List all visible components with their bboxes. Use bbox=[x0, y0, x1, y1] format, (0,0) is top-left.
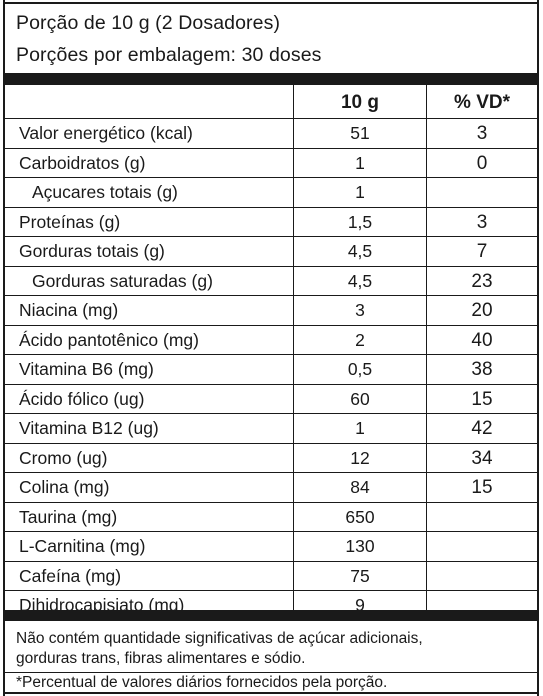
nutrient-quantity: 9 bbox=[355, 595, 365, 615]
row-divider bbox=[5, 531, 537, 532]
nutrient-quantity: 650 bbox=[345, 506, 375, 527]
nutrient-quantity: 1,5 bbox=[347, 211, 373, 232]
nutrient-quantity: 1 bbox=[355, 152, 365, 173]
nutrient-daily-value: 42 bbox=[471, 418, 493, 439]
nutrient-daily-value: 7 bbox=[476, 241, 488, 262]
nutrient-quantity: 75 bbox=[350, 565, 370, 586]
nutrient-name: Cromo (ug) bbox=[19, 447, 108, 468]
footnote-daily-values: *Percentual de valores diários fornecido… bbox=[16, 674, 388, 691]
nutrient-name: Vitamina B6 (mg) bbox=[19, 359, 154, 379]
nutrient-name: Vitamina B12 (ug) bbox=[19, 418, 159, 438]
row-divider bbox=[5, 383, 537, 385]
footnote-not-significant: Não contém quantidade significativas de … bbox=[16, 630, 423, 647]
label-border-bottom bbox=[3, 692, 539, 694]
row-divider bbox=[5, 236, 537, 237]
nutrient-daily-value: 38 bbox=[471, 359, 493, 380]
nutrient-name: Colina (mg) bbox=[19, 477, 110, 497]
nutrient-name: Gorduras saturadas (g) bbox=[32, 270, 213, 291]
row-divider bbox=[5, 472, 537, 473]
nutrient-name: Açucares totais (g) bbox=[32, 182, 178, 202]
nutrient-daily-value: 3 bbox=[476, 211, 488, 233]
row-divider bbox=[5, 295, 537, 296]
serving-size: Porção de 10 g (2 Dosadores) bbox=[16, 12, 281, 34]
nutrient-quantity: 0,5 bbox=[347, 359, 373, 379]
header-quantity: 10 g bbox=[340, 92, 380, 113]
nutrient-name: Ácido pantotênico (mg) bbox=[19, 329, 199, 350]
nutrient-quantity: 12 bbox=[350, 447, 370, 468]
nutrient-daily-value bbox=[427, 178, 537, 207]
servings-per-package: Porções por embalagem: 30 doses bbox=[16, 44, 322, 66]
row-divider bbox=[5, 118, 537, 119]
nutrient-quantity: 51 bbox=[350, 123, 370, 143]
nutrient-name: L-Carnitina (mg) bbox=[19, 536, 146, 556]
column-divider-quantity bbox=[293, 85, 294, 610]
nutrient-daily-value bbox=[427, 562, 537, 591]
nutrient-name: Carboidratos (g) bbox=[19, 152, 146, 173]
nutrient-name: Valor energético (kcal) bbox=[19, 123, 193, 143]
nutrient-name: Gorduras totais (g) bbox=[19, 241, 165, 261]
nutrient-daily-value bbox=[427, 503, 537, 532]
nutrient-daily-value: 20 bbox=[471, 300, 493, 321]
nutrient-daily-value: 23 bbox=[471, 270, 493, 292]
nutrient-daily-value: 15 bbox=[471, 477, 493, 498]
nutrient-name: Taurina (mg) bbox=[19, 506, 118, 527]
row-divider bbox=[5, 177, 537, 178]
nutrient-quantity: 1 bbox=[355, 418, 365, 438]
row-divider bbox=[5, 413, 537, 414]
nutrient-daily-value bbox=[427, 532, 537, 561]
nutrient-daily-value: 3 bbox=[476, 123, 488, 144]
row-divider bbox=[5, 354, 537, 355]
label-border-right bbox=[537, 0, 539, 696]
nutrient-quantity: 4,5 bbox=[347, 270, 373, 291]
row-divider bbox=[5, 265, 537, 267]
row-divider bbox=[5, 590, 537, 591]
nutrient-name: Ácido fólico (ug) bbox=[19, 388, 145, 409]
label-border-top bbox=[3, 2, 539, 4]
row-divider bbox=[5, 147, 537, 149]
nutrient-daily-value: 0 bbox=[476, 152, 488, 174]
nutrient-quantity: 3 bbox=[355, 300, 365, 320]
nutrient-quantity: 60 bbox=[350, 388, 370, 409]
nutrient-quantity: 1 bbox=[355, 182, 365, 202]
nutrient-daily-value: 15 bbox=[471, 388, 493, 410]
column-divider-daily-value bbox=[426, 85, 427, 610]
nutrient-quantity: 4,5 bbox=[347, 241, 373, 261]
label-border-left bbox=[3, 0, 5, 696]
row-divider bbox=[5, 501, 537, 503]
nutrient-daily-value: 34 bbox=[471, 447, 493, 469]
nutrient-quantity: 84 bbox=[350, 477, 370, 497]
nutrient-name: Niacina (mg) bbox=[19, 300, 119, 320]
nutrient-name: Cafeína (mg) bbox=[19, 565, 122, 586]
row-divider bbox=[5, 560, 537, 562]
footnote-divider bbox=[5, 672, 537, 673]
top-thick-divider bbox=[5, 73, 537, 85]
row-divider bbox=[5, 206, 537, 208]
row-divider bbox=[5, 324, 537, 326]
nutrient-daily-value: 40 bbox=[471, 329, 493, 351]
nutrient-quantity: 2 bbox=[355, 329, 365, 350]
row-divider bbox=[5, 442, 537, 444]
nutrient-quantity: 130 bbox=[345, 536, 375, 556]
bottom-thick-divider bbox=[5, 610, 537, 621]
nutrient-name: Proteínas (g) bbox=[19, 211, 121, 232]
header-daily-value: % VD* bbox=[454, 92, 510, 113]
footnote-not-significant-cont: gorduras trans, fibras alimentares e sód… bbox=[16, 650, 306, 667]
